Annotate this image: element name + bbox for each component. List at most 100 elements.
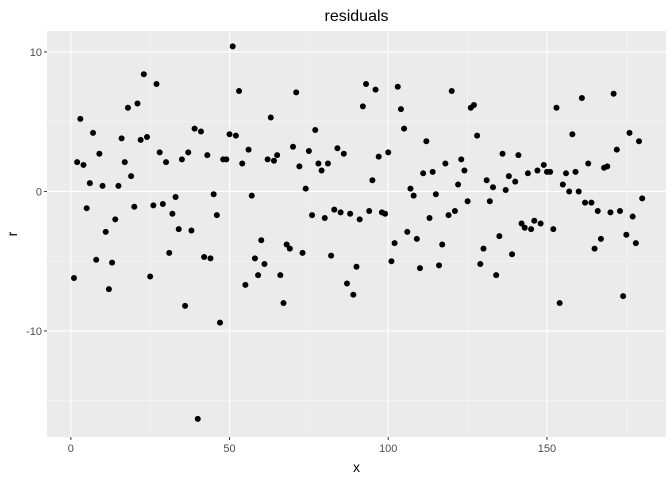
data-point	[328, 252, 335, 259]
data-point	[553, 104, 560, 111]
data-point	[178, 156, 185, 163]
data-point	[283, 241, 290, 248]
x-tick-label: 100	[379, 443, 397, 455]
data-point	[369, 177, 376, 184]
data-point	[280, 300, 287, 307]
data-point	[363, 81, 370, 88]
data-point	[493, 272, 500, 279]
data-point	[569, 131, 576, 138]
data-point	[153, 81, 160, 88]
data-point	[90, 129, 97, 136]
data-point	[483, 177, 490, 184]
data-point	[340, 150, 347, 157]
data-point	[594, 207, 601, 214]
data-point	[613, 146, 620, 153]
data-point	[242, 281, 249, 288]
data-point	[610, 90, 617, 97]
data-point	[321, 214, 328, 221]
data-point	[96, 150, 103, 157]
data-point	[432, 191, 439, 198]
data-point	[312, 127, 319, 134]
data-point	[404, 228, 411, 235]
data-point	[80, 161, 87, 168]
data-point	[172, 194, 179, 201]
data-point	[629, 213, 636, 220]
data-point	[334, 145, 341, 152]
data-point	[232, 132, 239, 139]
data-point	[140, 71, 147, 78]
data-point	[223, 156, 230, 163]
data-point	[416, 265, 423, 272]
data-point	[229, 43, 236, 50]
data-point	[194, 415, 201, 422]
x-axis: 0 50 100 150	[68, 437, 556, 455]
data-point	[626, 129, 633, 136]
data-point	[296, 163, 303, 170]
data-point	[486, 198, 493, 205]
data-point	[518, 220, 525, 227]
data-point	[531, 217, 538, 224]
data-point	[604, 163, 611, 170]
data-point	[429, 168, 436, 175]
data-point	[439, 241, 446, 248]
data-point	[309, 212, 316, 219]
data-point	[343, 280, 350, 287]
data-point	[109, 259, 116, 266]
data-point	[359, 103, 366, 110]
data-point	[397, 106, 404, 113]
data-point	[512, 178, 519, 185]
data-point	[623, 231, 630, 238]
data-point	[204, 152, 211, 159]
data-point	[407, 185, 414, 192]
x-tick-label: 0	[68, 443, 74, 455]
data-point	[143, 134, 150, 141]
data-point	[156, 149, 163, 156]
data-point	[350, 291, 357, 298]
data-point	[502, 187, 509, 194]
data-point	[458, 156, 465, 163]
data-point	[470, 101, 477, 108]
data-point	[540, 161, 547, 168]
data-point	[210, 191, 217, 198]
data-point	[255, 272, 262, 279]
data-point	[315, 160, 322, 167]
data-point	[286, 245, 293, 252]
data-point	[391, 240, 398, 247]
data-point	[112, 216, 119, 223]
x-tick-label: 50	[223, 443, 235, 455]
data-point	[537, 220, 544, 227]
data-point	[213, 212, 220, 219]
data-point	[556, 300, 563, 307]
data-point	[150, 202, 157, 209]
data-point	[182, 302, 189, 309]
data-point	[566, 188, 573, 195]
data-point	[236, 87, 243, 94]
data-point	[318, 167, 325, 174]
data-point	[163, 159, 170, 166]
data-point	[534, 167, 541, 174]
data-point	[188, 227, 195, 234]
data-point	[83, 205, 90, 212]
data-point	[455, 181, 462, 188]
data-point	[388, 258, 395, 265]
data-point	[588, 199, 595, 206]
y-tick-label: -10	[26, 326, 42, 338]
data-point	[607, 209, 614, 216]
y-tick-label: 0	[36, 186, 42, 198]
data-point	[299, 249, 306, 256]
data-point	[442, 160, 449, 167]
y-tick-label: 10	[30, 47, 42, 59]
data-point	[290, 143, 297, 150]
data-point	[102, 228, 109, 235]
data-point	[474, 132, 481, 139]
data-point	[394, 83, 401, 90]
data-point	[636, 138, 643, 145]
data-point	[499, 150, 506, 157]
plot-panel	[47, 31, 666, 437]
data-point	[248, 192, 255, 199]
data-point	[423, 138, 430, 145]
data-point	[401, 125, 408, 132]
data-point	[585, 160, 592, 167]
data-point	[270, 157, 277, 164]
